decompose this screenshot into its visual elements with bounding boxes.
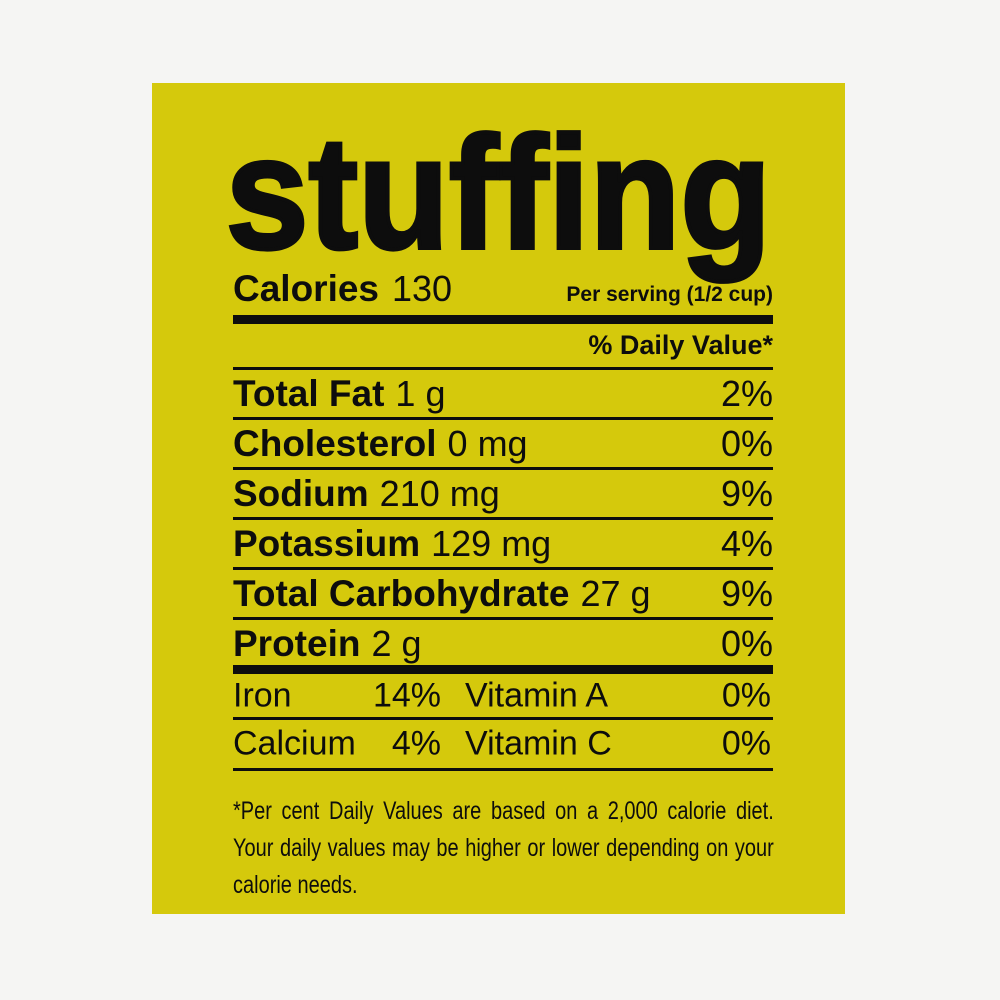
label-content: stuffing Calories 130 Per serving (1/2 c… — [224, 83, 774, 914]
nutrient-name: Total Fat — [233, 372, 385, 414]
nutrition-label-panel: stuffing Calories 130 Per serving (1/2 c… — [152, 83, 845, 914]
nutrient-daily-value: 4% — [720, 522, 773, 564]
nutrient-daily-value: 0% — [720, 623, 773, 664]
nutrient-name: Sodium — [233, 472, 369, 514]
micronutrient-name-left: Calcium — [233, 724, 356, 763]
micronutrient-name-right: Vitamin A — [465, 676, 609, 714]
nutrient-daily-value: 0% — [720, 422, 773, 464]
product-title: stuffing — [224, 103, 773, 282]
calories-label: Calories — [233, 268, 380, 309]
micronutrient-row-iron-vitamin-a: Iron 14% Vitamin A 0% — [233, 674, 773, 720]
micronutrient-dv-left: 14% — [372, 676, 441, 714]
nutrient-amount: 0 mg — [447, 422, 528, 464]
nutrient-amount: 1 g — [395, 372, 446, 414]
nutrient-amount: 210 mg — [379, 472, 500, 514]
nutrient-cell: Cholesterol 0 mg — [233, 423, 528, 465]
micronutrient-name-right: Vitamin C — [465, 724, 612, 763]
nutrient-table: Total Fat 1 g 2% Cholesterol 0 mg 0% Sod… — [233, 367, 773, 668]
nutrient-row-potassium: Potassium 129 mg 4% — [233, 517, 773, 567]
daily-value-header: % Daily Value* — [588, 330, 773, 360]
nutrient-amount: 129 mg — [431, 522, 552, 564]
daily-value-footnote: *Per cent Daily Values are based on a 2,… — [233, 797, 774, 899]
nutrient-daily-value: 2% — [720, 372, 773, 414]
serving-size-note: Per serving (1/2 cup) — [566, 283, 773, 306]
nutrient-row-cholesterol: Cholesterol 0 mg 0% — [233, 417, 773, 467]
divider-thick-top — [233, 315, 773, 324]
nutrient-row-total-carbohydrate: Total Carbohydrate 27 g 9% — [233, 567, 773, 617]
nutrient-name: Total Carbohydrate — [233, 572, 570, 614]
nutrient-name: Potassium — [233, 522, 421, 564]
micronutrient-table: Iron 14% Vitamin A 0% Calcium 4% Vitamin… — [233, 674, 773, 771]
micronutrient-name-left: Iron — [233, 676, 292, 714]
nutrient-cell: Total Fat 1 g — [233, 373, 445, 415]
nutrient-row-protein: Protein 2 g 0% — [233, 617, 773, 668]
micronutrient-dv-right: 0% — [721, 724, 771, 763]
nutrient-row-sodium: Sodium 210 mg 9% — [233, 467, 773, 517]
divider-thick-bottom — [233, 665, 773, 674]
nutrient-cell: Protein 2 g — [233, 623, 422, 665]
nutrient-name: Cholesterol — [233, 422, 437, 464]
calories-value: 130 — [392, 268, 453, 309]
micronutrient-dv-left: 4% — [391, 724, 441, 763]
micronutrient-row-calcium-vitamin-c: Calcium 4% Vitamin C 0% — [233, 720, 773, 771]
nutrient-daily-value: 9% — [720, 472, 773, 514]
nutrient-cell: Potassium 129 mg — [233, 523, 551, 565]
micronutrient-dv-right: 0% — [721, 676, 771, 714]
nutrient-name: Protein — [233, 623, 361, 664]
nutrient-cell: Total Carbohydrate 27 g — [233, 573, 651, 615]
nutrient-daily-value: 9% — [720, 572, 773, 614]
calories-row: Calories 130 Per serving (1/2 cup) — [233, 268, 773, 310]
nutrient-row-total-fat: Total Fat 1 g 2% — [233, 367, 773, 417]
nutrient-amount: 2 g — [371, 623, 422, 664]
nutrient-cell: Sodium 210 mg — [233, 473, 500, 515]
nutrient-amount: 27 g — [580, 572, 651, 614]
